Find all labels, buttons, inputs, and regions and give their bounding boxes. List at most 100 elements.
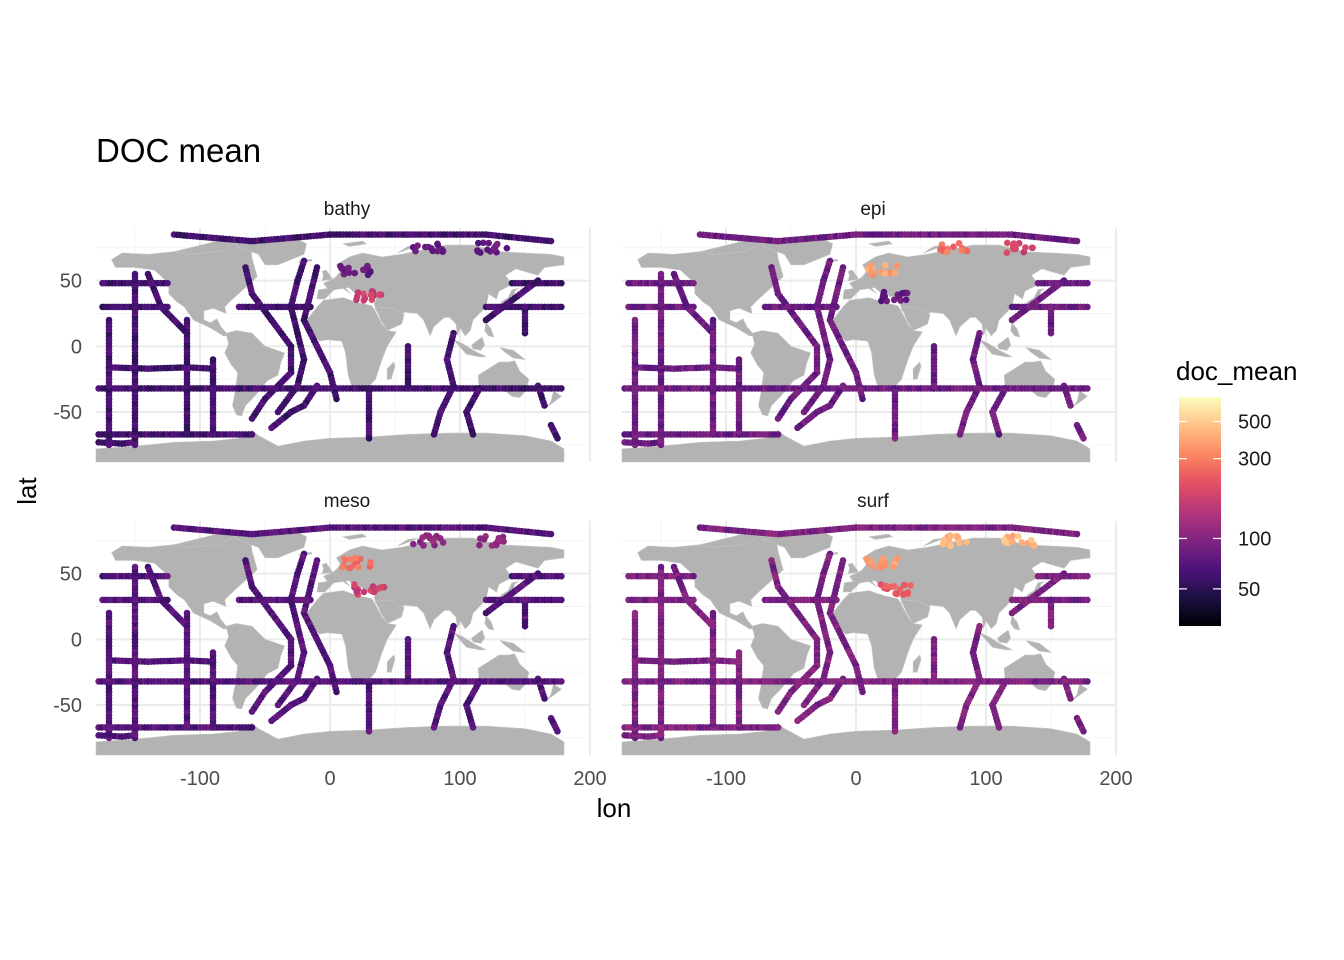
x-tick-label: 100 xyxy=(969,768,1002,790)
data-point xyxy=(558,596,565,604)
data-point-hotspot xyxy=(337,262,344,270)
data-point-hotspot xyxy=(412,247,419,255)
data-point-hotspot xyxy=(340,270,348,278)
land-south-america xyxy=(750,623,811,710)
land-africa xyxy=(833,297,923,392)
land-antarctica xyxy=(95,430,565,463)
data-point xyxy=(735,356,743,363)
data-point-hotspot xyxy=(1022,244,1029,251)
land-south-america xyxy=(224,330,285,417)
land-uk xyxy=(321,269,334,281)
facet-strip-label: surf xyxy=(857,491,889,512)
data-point xyxy=(547,237,555,245)
land-svalbard xyxy=(341,533,368,540)
data-point xyxy=(558,572,565,580)
y-tick-label: 0 xyxy=(71,336,82,358)
land-layer xyxy=(621,235,1091,463)
data-point xyxy=(774,708,782,715)
data-point xyxy=(1073,237,1081,245)
data-point-hotspot xyxy=(894,555,901,562)
data-point xyxy=(800,408,808,416)
data-point xyxy=(1047,303,1055,311)
data-point-hotspot xyxy=(439,247,447,255)
land-arabia xyxy=(375,306,405,331)
facet-panel-meso: meso -50 0 50 -100 0 100 200 xyxy=(53,491,607,790)
data-point-hotspot xyxy=(345,269,353,277)
data-point xyxy=(333,395,340,403)
data-point-hotspot xyxy=(425,532,433,540)
data-point-hotspot xyxy=(494,240,501,248)
data-point-hotspot xyxy=(882,270,889,277)
legend-colorbar xyxy=(1179,397,1221,626)
data-point-hotspot xyxy=(963,538,970,546)
data-point xyxy=(995,431,1003,438)
data-point-hotspot xyxy=(893,590,901,598)
data-point-hotspot xyxy=(439,539,447,546)
data-point-hotspot xyxy=(434,247,441,255)
y-tick-label: -50 xyxy=(53,695,82,717)
data-point xyxy=(1084,279,1091,287)
data-point xyxy=(891,728,899,735)
data-point xyxy=(131,270,139,278)
land-new-zealand xyxy=(1072,390,1088,408)
data-point xyxy=(1067,402,1074,409)
data-point xyxy=(859,395,866,403)
land-madagascar xyxy=(386,654,396,673)
legend-tick-label: 500 xyxy=(1238,411,1271,433)
data-point-hotspot xyxy=(419,534,426,541)
data-point-hotspot xyxy=(339,563,346,571)
data-points xyxy=(621,524,1091,742)
data-point-hotspot xyxy=(897,297,904,304)
data-point xyxy=(430,431,438,438)
x-tick-label: -100 xyxy=(706,768,746,790)
facet-strip-label: bathy xyxy=(324,199,371,220)
data-point xyxy=(631,316,639,324)
data-point-hotspot xyxy=(900,581,908,589)
data-point xyxy=(274,408,282,416)
data-point xyxy=(1073,530,1081,538)
data-point-hotspot xyxy=(863,555,871,563)
data-point-hotspot xyxy=(1012,245,1019,252)
data-point xyxy=(164,572,171,580)
land-arabia xyxy=(901,599,931,624)
data-point-hotspot xyxy=(894,262,901,270)
data-point-hotspot xyxy=(943,248,951,256)
data-point xyxy=(1080,435,1087,442)
data-point xyxy=(774,431,782,438)
x-tick-label: 0 xyxy=(324,768,335,790)
facet-panel-surf: surf -100 0 100 200 xyxy=(621,491,1133,790)
facet-strip-label: epi xyxy=(860,199,885,220)
data-point xyxy=(631,609,639,617)
data-point-hotspot xyxy=(341,555,348,563)
data-point xyxy=(930,382,938,390)
data-point-hotspot xyxy=(1030,541,1038,549)
data-point xyxy=(469,431,477,438)
land-indonesia xyxy=(979,632,1013,651)
data-point-hotspot xyxy=(1028,244,1036,252)
land-borneo xyxy=(997,629,1012,644)
data-point xyxy=(774,724,782,731)
data-point-hotspot xyxy=(414,242,421,249)
data-point-hotspot xyxy=(357,555,364,563)
data-point xyxy=(183,329,191,337)
legend-tick-label: 300 xyxy=(1238,449,1271,471)
land-new-guinea xyxy=(1025,640,1053,653)
data-point xyxy=(248,431,256,438)
data-point-hotspot xyxy=(903,289,911,297)
data-point-hotspot xyxy=(420,542,427,549)
land-layer xyxy=(95,528,565,756)
panels: bathy -50 0 50 epi meso -50 0 50 -100 0 100 200 surf -… xyxy=(53,199,1133,790)
legend-tick-label: 100 xyxy=(1238,528,1271,550)
land-australia xyxy=(1003,653,1056,691)
data-point-hotspot xyxy=(429,247,436,255)
data-point-hotspot xyxy=(867,268,875,276)
data-point xyxy=(534,277,542,284)
data-point xyxy=(164,279,171,287)
data-point xyxy=(541,402,548,409)
data-point-hotspot xyxy=(891,269,899,277)
data-point-hotspot xyxy=(434,240,441,248)
x-axis-title: lon xyxy=(597,793,632,823)
data-point xyxy=(558,385,565,392)
legend-tick-label: 50 xyxy=(1238,579,1260,601)
data-point-hotspot xyxy=(475,239,482,247)
